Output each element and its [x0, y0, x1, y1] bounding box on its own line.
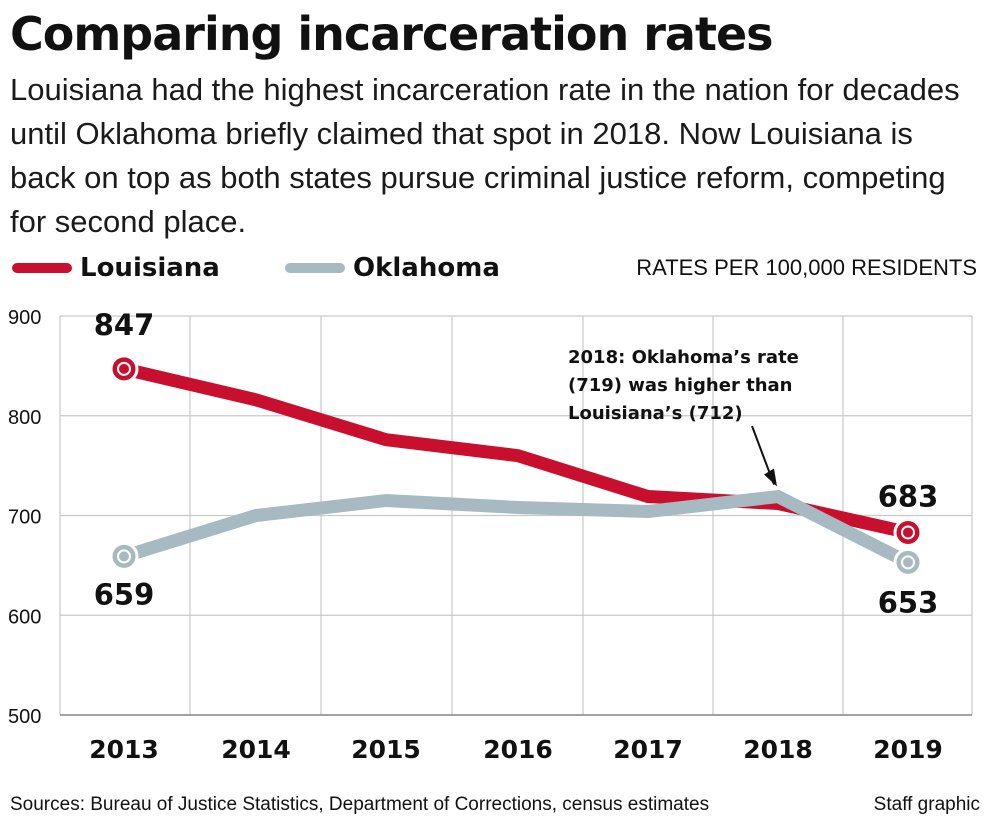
y-tick-label: 900 — [8, 307, 41, 329]
x-tick-label: 2018 — [743, 735, 813, 764]
legend: Louisiana Oklahoma RATES PER 100,000 RES… — [12, 248, 977, 288]
y-tick-label: 500 — [8, 706, 41, 728]
legend-item-louisiana: Louisiana — [12, 248, 220, 288]
legend-swatch-oklahoma — [285, 263, 345, 273]
endpoint-marker-inner-louisiana — [901, 525, 915, 540]
y-tick-label: 800 — [8, 407, 41, 429]
annotation-2018: 2018: Oklahoma’s rate (719) was higher t… — [568, 344, 838, 428]
x-tick-label: 2014 — [221, 735, 291, 764]
y-tick-label: 600 — [8, 606, 41, 628]
legend-item-oklahoma: Oklahoma — [285, 248, 500, 288]
data-label-oklahoma-2013: 659 — [94, 577, 155, 611]
endpoint-marker-oklahoma — [109, 541, 139, 571]
x-tick-label: 2019 — [873, 735, 943, 764]
endpoint-marker-inner-oklahoma — [901, 555, 915, 570]
y-tick-label: 700 — [8, 507, 41, 529]
chart-subtitle: Louisiana had the highest incarceration … — [10, 72, 960, 239]
chart-title: Comparing incarceration rates — [10, 7, 774, 61]
endpoint-marker-inner-oklahoma — [117, 549, 131, 564]
footer: Sources: Bureau of Justice Statistics, D… — [10, 790, 980, 820]
x-tick-label: 2013 — [89, 735, 159, 764]
x-tick-label: 2017 — [613, 735, 683, 764]
endpoint-marker-louisiana — [109, 354, 139, 384]
x-tick-label: 2016 — [483, 735, 553, 764]
series-line-oklahoma — [117, 490, 915, 569]
data-label-oklahoma-2019: 653 — [878, 585, 939, 619]
line-chart: 900 800 700 600 500 2013 2014 2015 2016 2017 2018 2… — [8, 307, 973, 764]
units-label: RATES PER 100,000 RESIDENTS — [636, 255, 977, 280]
legend-label-louisiana: Louisiana — [80, 253, 220, 283]
endpoint-marker-louisiana — [893, 517, 923, 547]
endpoint-marker-inner-louisiana — [117, 361, 131, 376]
credit-note: Staff graphic — [873, 794, 980, 815]
annotation-line: (719) was higher than — [568, 375, 793, 396]
data-label-louisiana-2013: 847 — [94, 308, 155, 342]
x-tick-label: 2015 — [351, 735, 421, 764]
annotation-line: Louisiana’s (712) — [568, 403, 743, 424]
annotation-arrowhead — [764, 468, 777, 487]
endpoint-marker-oklahoma — [893, 547, 923, 577]
legend-swatch-louisiana — [12, 263, 72, 273]
annotation-line: 2018: Oklahoma’s rate — [568, 347, 799, 368]
data-label-louisiana-2019: 683 — [878, 479, 939, 513]
legend-label-oklahoma: Oklahoma — [353, 253, 500, 283]
sources-note: Sources: Bureau of Justice Statistics, D… — [10, 794, 710, 815]
